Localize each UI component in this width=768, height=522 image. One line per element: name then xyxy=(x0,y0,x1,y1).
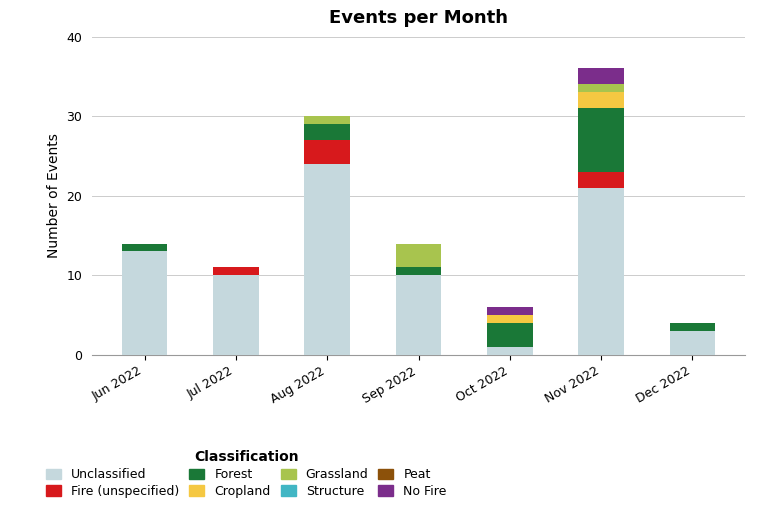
Bar xyxy=(396,243,442,267)
Title: Events per Month: Events per Month xyxy=(329,9,508,27)
Legend: Unclassified, Fire (unspecified), Forest, Cropland, Grassland, Structure, Peat, : Unclassified, Fire (unspecified), Forest… xyxy=(46,450,447,498)
Bar xyxy=(304,164,350,355)
Bar xyxy=(487,307,533,315)
Bar xyxy=(670,323,715,331)
Bar xyxy=(396,276,442,355)
Bar xyxy=(578,172,624,188)
Bar xyxy=(122,252,167,355)
Bar xyxy=(670,331,715,355)
Bar xyxy=(214,276,259,355)
Bar xyxy=(214,267,259,276)
Bar xyxy=(396,267,442,276)
Bar xyxy=(578,92,624,108)
Bar xyxy=(122,243,167,252)
Bar xyxy=(487,323,533,347)
Bar xyxy=(487,315,533,323)
Bar xyxy=(578,68,624,84)
Y-axis label: Number of Events: Number of Events xyxy=(47,133,61,258)
Bar xyxy=(304,116,350,124)
Bar xyxy=(578,84,624,92)
Bar xyxy=(578,108,624,172)
Bar xyxy=(304,140,350,164)
Bar xyxy=(487,347,533,355)
Bar xyxy=(578,188,624,355)
Bar xyxy=(304,124,350,140)
